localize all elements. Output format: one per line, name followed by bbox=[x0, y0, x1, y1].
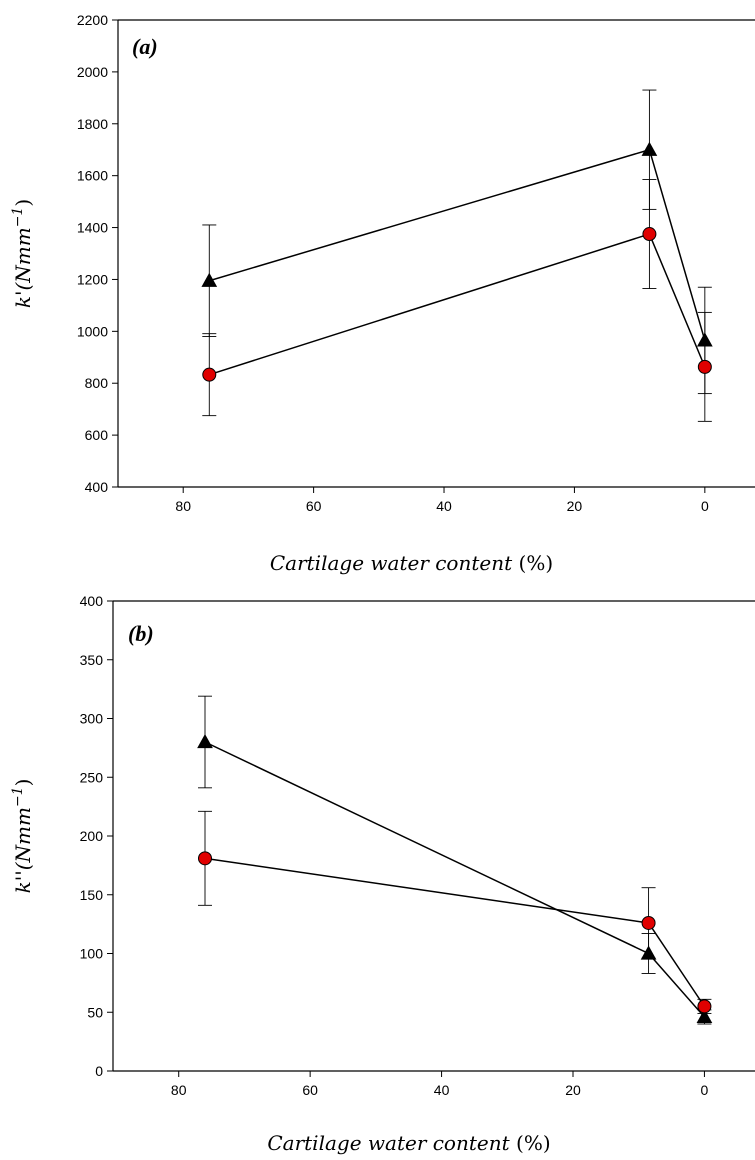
series-triangle bbox=[197, 695, 713, 1025]
y-axis-title-text: k'(Nmm bbox=[11, 227, 35, 308]
y-tick-label: 600 bbox=[85, 427, 109, 443]
data-point-circle bbox=[697, 359, 712, 374]
data-point-circle bbox=[202, 367, 217, 382]
x-axis-title: Cartilage water content (%) bbox=[270, 551, 553, 575]
y-axis-title-sup: −1 bbox=[10, 786, 26, 807]
y-tick-label: 300 bbox=[80, 711, 104, 727]
data-point-circle bbox=[642, 227, 657, 242]
data-point-triangle bbox=[201, 272, 218, 287]
y-axis-title: k'(Nmm−1) bbox=[10, 199, 35, 308]
panel-label: (a) bbox=[132, 34, 158, 59]
x-tick-label: 0 bbox=[701, 498, 709, 514]
y-axis-title-text: k''(Nmm bbox=[11, 807, 35, 893]
y-tick-label: 0 bbox=[95, 1063, 103, 1079]
series-line bbox=[209, 233, 706, 376]
x-tick-label: 20 bbox=[567, 498, 583, 514]
series-circle bbox=[198, 810, 712, 1014]
y-tick-label: 200 bbox=[80, 828, 104, 844]
x-tick-label: 20 bbox=[565, 1082, 581, 1098]
x-tick-label: 40 bbox=[436, 498, 452, 514]
series-triangle bbox=[201, 89, 713, 395]
x-axis-title: Cartilage water content (%) bbox=[267, 1131, 550, 1155]
series-line bbox=[204, 857, 706, 1007]
y-axis-title: k''(Nmm−1) bbox=[10, 779, 35, 894]
y-tick-label: 1800 bbox=[77, 116, 108, 132]
y-axis-title-sup: −1 bbox=[10, 207, 26, 228]
data-point-circle bbox=[697, 999, 712, 1014]
x-tick-label: 60 bbox=[302, 1082, 318, 1098]
x-tick-label: 80 bbox=[171, 1082, 187, 1098]
y-tick-label: 400 bbox=[80, 593, 104, 609]
y-tick-label: 800 bbox=[85, 375, 109, 391]
series-circle bbox=[202, 179, 712, 422]
y-tick-label: 1200 bbox=[77, 271, 108, 287]
y-tick-label: 2200 bbox=[77, 12, 108, 28]
data-point-triangle bbox=[696, 1008, 713, 1024]
x-tick-label: 80 bbox=[175, 498, 191, 514]
data-point-circle bbox=[641, 915, 656, 930]
y-tick-label: 400 bbox=[85, 479, 109, 495]
y-tick-label: 50 bbox=[87, 1004, 103, 1020]
data-point-triangle bbox=[197, 733, 213, 749]
data-point-circle bbox=[198, 851, 212, 866]
y-tick-label: 2000 bbox=[77, 64, 108, 80]
panel-label: (b) bbox=[128, 621, 154, 646]
x-axis-title-text: Cartilage water content bbox=[267, 1131, 516, 1155]
y-axis-title-close: ) bbox=[11, 779, 35, 787]
x-axis-title-unit: (%) bbox=[516, 1131, 551, 1155]
data-point-triangle bbox=[641, 141, 658, 156]
y-tick-label: 1400 bbox=[77, 220, 108, 236]
y-tick-label: 1600 bbox=[77, 168, 108, 184]
y-tick-label: 1000 bbox=[77, 323, 108, 339]
x-tick-label: 0 bbox=[701, 1082, 709, 1098]
x-tick-label: 40 bbox=[434, 1082, 450, 1098]
x-axis-title-text: Cartilage water content bbox=[270, 551, 519, 575]
y-tick-label: 100 bbox=[80, 946, 104, 962]
y-axis-title-close: ) bbox=[11, 199, 35, 207]
y-tick-label: 350 bbox=[80, 652, 104, 668]
series-line bbox=[204, 741, 705, 1018]
series-line bbox=[209, 148, 706, 341]
x-axis-title-unit: (%) bbox=[519, 551, 554, 575]
y-tick-label: 150 bbox=[80, 887, 104, 903]
x-tick-label: 60 bbox=[306, 498, 322, 514]
y-tick-label: 250 bbox=[80, 769, 104, 785]
